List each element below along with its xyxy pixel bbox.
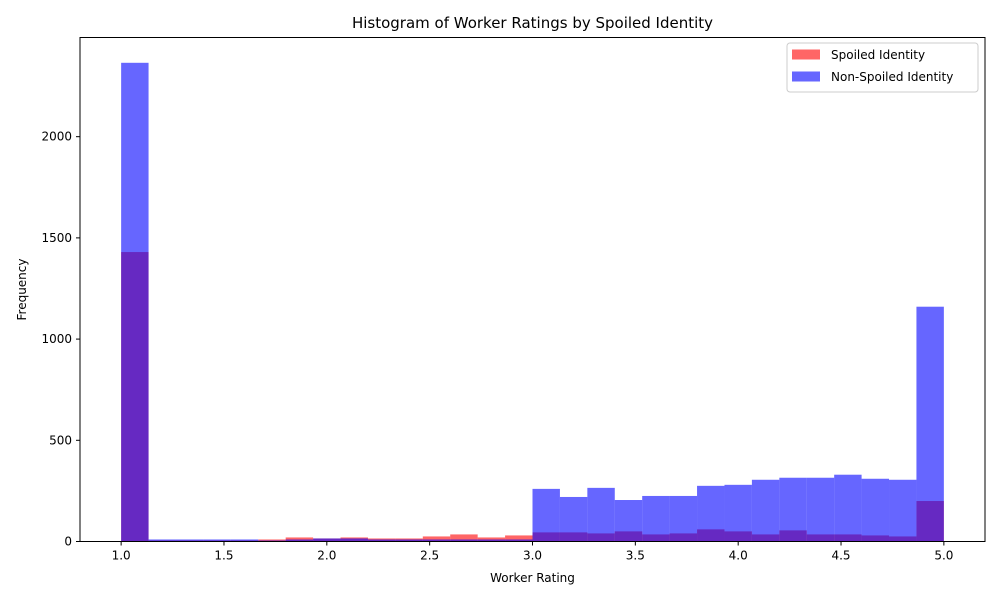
histogram-bar xyxy=(806,477,835,542)
x-axis: 1.0 1.5 2.0 2.5 3.0 3.5 4.0 4.5 5.0 xyxy=(112,541,953,563)
histogram-bar xyxy=(505,535,533,542)
y-tick-label: 1000 xyxy=(41,332,72,346)
histogram-bar xyxy=(203,539,231,542)
histogram-bar xyxy=(697,485,725,542)
legend: Spoiled Identity Non-Spoiled Identity xyxy=(786,42,979,93)
y-tick-label: 1500 xyxy=(41,231,72,245)
series-1-bars xyxy=(121,62,944,542)
histogram-bar xyxy=(916,306,944,542)
x-axis-label: Worker Rating xyxy=(490,571,575,585)
y-tick-label: 0 xyxy=(64,535,72,549)
y-axis-label: Frequency xyxy=(15,259,29,321)
y-tick-label: 500 xyxy=(49,433,72,447)
histogram-bar xyxy=(450,539,478,542)
histogram-bar xyxy=(285,539,314,542)
histogram-bar xyxy=(313,538,341,542)
x-tick-label: 3.0 xyxy=(523,549,542,563)
histogram-bar xyxy=(669,495,698,542)
histogram-bar xyxy=(175,539,204,542)
histogram-bar xyxy=(587,487,615,542)
histogram-bar xyxy=(642,495,670,542)
y-axis: 0 500 1000 1500 2000 xyxy=(41,130,80,549)
histogram-bar xyxy=(367,539,396,542)
chart-title: Histogram of Worker Ratings by Spoiled I… xyxy=(352,14,713,32)
legend-label-non-spoiled: Non-Spoiled Identity xyxy=(831,70,953,84)
x-tick-label: 1.0 xyxy=(112,549,131,563)
histogram-bar xyxy=(258,539,286,542)
histogram-bar xyxy=(861,478,890,542)
histogram-bar xyxy=(505,539,533,542)
histogram-bar xyxy=(477,539,506,542)
histogram-bar xyxy=(779,477,807,542)
bars-layer xyxy=(121,62,944,542)
legend-label-spoiled: Spoiled Identity xyxy=(831,48,925,62)
legend-swatch-spoiled xyxy=(792,49,820,60)
histogram-bar xyxy=(340,538,368,542)
histogram-bar xyxy=(450,534,478,542)
x-tick-label: 4.0 xyxy=(729,549,748,563)
x-tick-label: 4.5 xyxy=(831,549,850,563)
histogram-bar xyxy=(532,488,560,542)
x-tick-label: 3.5 xyxy=(626,549,645,563)
histogram-bar xyxy=(148,539,176,542)
histogram-bar xyxy=(834,474,862,542)
x-tick-label: 5.0 xyxy=(934,549,953,563)
legend-swatch-non-spoiled xyxy=(792,71,820,82)
histogram-bar xyxy=(559,496,588,542)
histogram-bar xyxy=(422,539,451,542)
x-tick-label: 2.0 xyxy=(317,549,336,563)
histogram-bar xyxy=(121,62,149,542)
legend-box xyxy=(786,42,979,93)
histogram-bar xyxy=(614,500,643,542)
histogram-bar xyxy=(395,539,423,542)
x-tick-label: 1.5 xyxy=(214,549,233,563)
x-tick-label: 2.5 xyxy=(420,549,439,563)
histogram-bar xyxy=(889,479,917,542)
histogram-bar xyxy=(230,539,259,542)
histogram-bar xyxy=(724,484,752,542)
histogram-bar xyxy=(422,536,451,542)
histogram-bar xyxy=(751,479,780,542)
histogram-bar xyxy=(258,540,286,542)
y-tick-label: 2000 xyxy=(41,130,72,144)
